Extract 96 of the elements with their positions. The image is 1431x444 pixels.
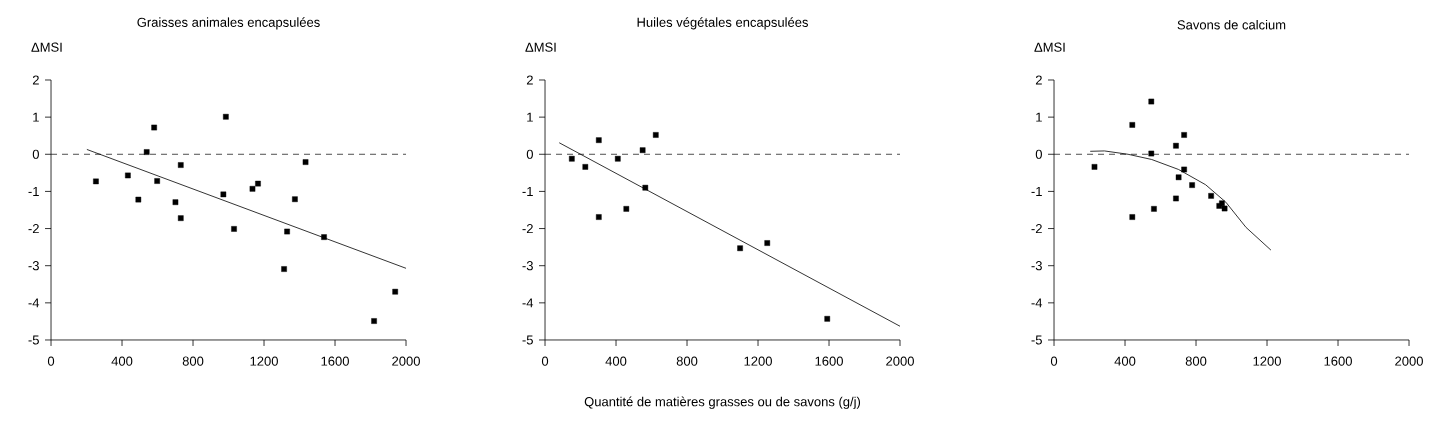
- point: [569, 155, 575, 162]
- point: [249, 186, 256, 192]
- x-tick-label: 800: [1185, 356, 1207, 366]
- point: [223, 113, 229, 120]
- x-axis-title: Quantité de matières grasses ou de savons (g/j): [584, 396, 861, 409]
- x-tick-label: 0: [1050, 356, 1058, 366]
- x-tick-label: 400: [605, 356, 627, 366]
- y-tick-label: 1: [1036, 112, 1042, 122]
- point: [737, 245, 743, 252]
- point: [1091, 164, 1098, 170]
- point: [151, 124, 157, 131]
- point: [177, 215, 184, 221]
- y-tick-label: -5: [1031, 335, 1042, 345]
- y-tick-label: 0: [526, 149, 533, 159]
- y-tick-label: -3: [28, 261, 39, 271]
- point: [281, 266, 287, 272]
- point: [596, 214, 602, 220]
- y-tick-label: 2: [526, 75, 533, 85]
- y-tick-label: -3: [522, 261, 533, 271]
- y-tick-label: -5: [28, 335, 39, 345]
- point: [1173, 142, 1179, 149]
- y-tick-label: -5: [522, 335, 533, 345]
- point: [1175, 174, 1182, 181]
- y-axis-title: ΔMSI: [1034, 42, 1065, 52]
- y-tick-label: 2: [1035, 75, 1042, 85]
- point: [764, 240, 771, 246]
- chart-title: Graisses animales encapsulées: [137, 17, 320, 30]
- point: [255, 180, 261, 187]
- y-tick-label: -4: [522, 298, 534, 308]
- point: [1148, 98, 1155, 105]
- x-tick-label: 2000: [1395, 356, 1423, 366]
- point: [392, 288, 398, 295]
- y-tick-label: -1: [1031, 186, 1042, 196]
- point: [220, 191, 227, 198]
- point: [642, 184, 649, 191]
- point: [1148, 150, 1155, 157]
- point: [125, 172, 131, 179]
- y-axis-title: ΔMSI: [31, 42, 62, 52]
- x-tick-label: 0: [47, 356, 55, 366]
- y-tick-label: -2: [1031, 224, 1042, 234]
- x-tick-label: 1600: [1324, 356, 1352, 366]
- y-tick-label: -1: [522, 186, 533, 196]
- x-tick-label: 2000: [392, 356, 420, 366]
- point: [614, 155, 621, 162]
- point: [639, 147, 646, 153]
- point: [284, 228, 290, 235]
- y-tick-label: -2: [522, 224, 533, 234]
- point: [135, 196, 142, 203]
- y-tick-label: -1: [28, 186, 39, 196]
- y-tick-label: 1: [527, 112, 533, 122]
- x-tick-label: 1200: [1253, 356, 1281, 366]
- point: [93, 178, 99, 185]
- point: [1129, 214, 1136, 220]
- point: [1208, 193, 1214, 199]
- y-tick-label: -4: [1031, 298, 1043, 308]
- y-tick-label: -4: [28, 298, 40, 308]
- point: [1129, 122, 1136, 128]
- point: [177, 162, 184, 168]
- point: [154, 178, 160, 184]
- point: [623, 206, 630, 212]
- point: [1151, 206, 1157, 212]
- x-tick-label: 1200: [744, 356, 772, 366]
- y-tick-label: 2: [32, 75, 39, 85]
- point: [302, 159, 309, 165]
- y-tick-label: 1: [33, 112, 39, 122]
- x-tick-label: 1200: [250, 356, 278, 366]
- point: [371, 318, 377, 324]
- y-axis-title: ΔMSI: [525, 42, 556, 52]
- point: [1173, 195, 1179, 202]
- x-tick-label: 800: [676, 356, 698, 366]
- point: [596, 137, 602, 143]
- point: [292, 196, 298, 203]
- point: [582, 164, 589, 170]
- x-tick-label: 400: [111, 356, 133, 366]
- chart-title: Huiles végétales encapsulées: [637, 17, 808, 30]
- point: [1181, 132, 1187, 138]
- y-tick-label: 0: [32, 149, 39, 159]
- point: [652, 132, 659, 138]
- point: [1181, 166, 1187, 173]
- point: [321, 234, 327, 240]
- point: [231, 226, 237, 232]
- point: [824, 316, 831, 322]
- y-tick-label: -3: [1031, 261, 1042, 271]
- point: [1221, 205, 1228, 212]
- x-tick-label: 1600: [815, 356, 843, 366]
- point: [1189, 182, 1195, 188]
- x-tick-label: 400: [1114, 356, 1136, 366]
- chart-title: Savons de calcium: [1177, 19, 1286, 30]
- x-tick-label: 0: [541, 356, 549, 366]
- x-tick-label: 1600: [321, 356, 349, 366]
- x-tick-label: 2000: [886, 356, 914, 366]
- point: [143, 149, 150, 155]
- x-tick-label: 800: [182, 356, 204, 366]
- point: [172, 199, 179, 205]
- y-tick-label: 0: [1035, 149, 1042, 159]
- y-tick-label: -2: [28, 224, 39, 234]
